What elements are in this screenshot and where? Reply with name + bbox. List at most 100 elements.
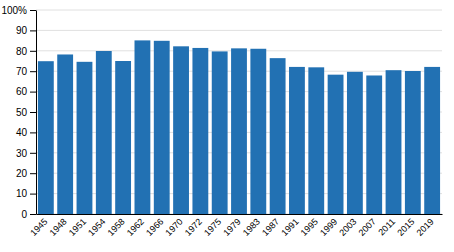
bar [386,70,402,214]
x-tick-label: 1948 [48,217,69,238]
y-tick-mark [30,51,36,52]
y-tick: 30 [16,148,36,159]
x-tick-label: 1958 [106,217,127,238]
y-tick-mark [30,92,36,93]
x-tick-label: 1975 [202,217,223,238]
x-tick: 1958 [106,217,127,238]
x-tick: 2019 [415,217,436,238]
x-tick: 1951 [67,217,88,238]
x-tick: 1991 [279,217,300,238]
x-tick: 1983 [241,217,262,238]
x-tick: 1948 [48,217,69,238]
x-tick: 1945 [28,217,49,238]
x-tick: 1979 [221,217,242,238]
grid-line [36,10,442,11]
y-axis: 0 10 20 30 40 50 60 70 80 90 100% [1,5,36,220]
x-tick-label: 1999 [318,217,339,238]
y-tick: 80 [16,46,36,57]
y-tick-label: 40 [16,127,28,138]
y-tick-label: 0 [21,209,27,220]
y-axis-line [36,11,37,215]
bar [347,72,363,214]
chart: 0102030405060708090100%19451948195119541… [0,0,454,252]
bar [135,40,151,214]
y-tick-mark [30,132,36,133]
x-tick-label: 1972 [183,217,204,238]
x-tick: 2007 [357,217,378,238]
grid-line [36,30,442,31]
bar [77,62,93,214]
bar [405,71,421,214]
plot: 0102030405060708090100%19451948195119541… [1,5,442,238]
grid [36,10,442,214]
x-tick: 1995 [299,217,320,238]
x-tick: 1999 [318,217,339,238]
y-tick: 100% [1,5,36,16]
y-tick-mark [30,112,36,113]
y-tick: 60 [16,86,36,97]
bar [270,58,286,214]
x-tick-label: 1951 [67,217,88,238]
y-tick-label: 80 [16,46,28,57]
bar [154,41,170,214]
x-tick: 1954 [86,217,107,238]
bar [308,67,324,214]
bar [115,61,131,214]
x-axis: 1945194819511954195819621966197019721975… [28,215,442,238]
x-tick: 2011 [376,217,397,238]
x-tick-label: 1995 [299,217,320,238]
x-tick: 1962 [125,217,146,238]
y-tick-mark [30,194,36,195]
x-tick-label: 1966 [144,217,165,238]
y-tick: 0 [21,209,36,220]
x-tick-label: 2015 [395,217,416,238]
bar [173,46,189,214]
y-tick-label: 70 [16,66,28,77]
x-tick: 2003 [337,217,358,238]
bar [212,51,228,214]
x-tick-label: 1983 [241,217,262,238]
x-tick-label: 2007 [357,217,378,238]
x-tick-label: 1962 [125,217,146,238]
bar [328,75,344,214]
y-tick: 70 [16,66,36,77]
bar [38,61,54,214]
y-tick: 40 [16,127,36,138]
bar [57,54,73,214]
x-tick: 1975 [202,217,223,238]
y-tick-label: 90 [16,25,28,36]
x-tick: 1987 [260,217,281,238]
y-tick: 10 [16,188,36,199]
x-tick: 1970 [163,217,184,238]
bar [231,48,247,214]
bar [366,75,382,214]
y-tick-label: 10 [16,188,28,199]
y-tick-mark [30,30,36,31]
x-tick-label: 1987 [260,217,281,238]
y-tick-label: 20 [16,168,28,179]
y-tick-mark [30,10,36,11]
x-tick-label: 1991 [279,217,300,238]
bar [289,67,305,214]
x-tick: 1972 [183,217,204,238]
bar [424,67,440,214]
x-tick-label: 1979 [221,217,242,238]
bar [192,48,208,214]
y-tick-mark [30,153,36,154]
y-tick-label: 30 [16,148,28,159]
x-axis-line [37,214,443,215]
y-tick: 20 [16,168,36,179]
y-tick-label: 60 [16,86,28,97]
x-tick-label: 1954 [86,217,107,238]
x-tick: 2015 [395,217,416,238]
y-tick: 50 [16,107,36,118]
x-tick-label: 2003 [337,217,358,238]
y-tick-mark [30,173,36,174]
bars [38,40,440,214]
y-tick: 90 [16,25,36,36]
x-tick-label: 1970 [163,217,184,238]
x-tick-label: 2011 [376,217,397,238]
y-tick-label: 50 [16,107,28,118]
x-tick-label: 1945 [28,217,49,238]
y-tick-mark [30,214,36,215]
